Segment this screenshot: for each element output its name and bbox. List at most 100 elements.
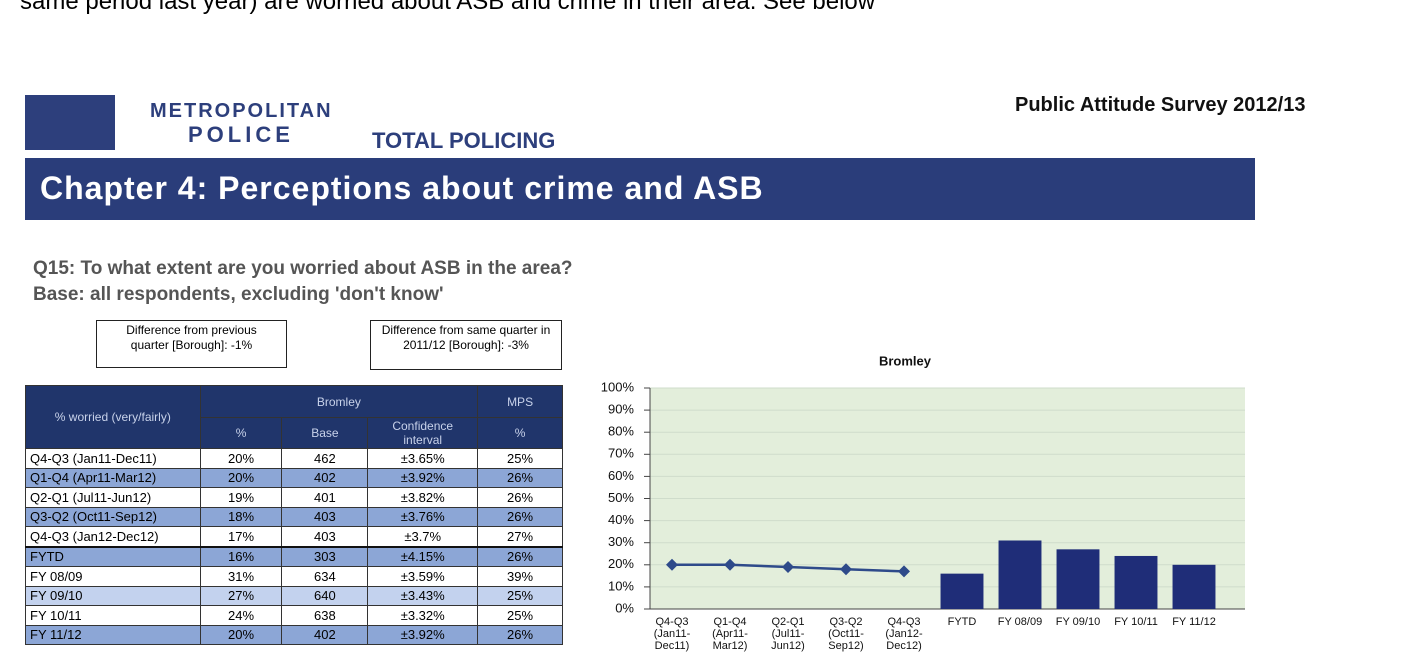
table-cell: ±3.82% — [367, 487, 479, 508]
header-cell: Bromley — [199, 385, 479, 418]
table-cell: Q1-Q4 (Apr11-Mar12) — [25, 467, 201, 488]
table-cell: Q4-Q3 (Jan11-Dec11) — [25, 448, 201, 469]
table-row: Q3-Q2 (Oct11-Sep12) 18% 403 ±3.76% 26% — [25, 506, 563, 527]
table-cell: 26% — [477, 487, 563, 508]
table-cell: ±3.92% — [367, 624, 479, 645]
table-cell: 20% — [199, 448, 283, 469]
y-tick-label: 30% — [608, 534, 634, 549]
table-cell: 24% — [199, 605, 283, 626]
y-tick-label: 90% — [608, 402, 634, 417]
point — [840, 563, 852, 576]
table-cell: 403 — [281, 506, 369, 527]
table-cell: 20% — [199, 624, 283, 645]
table-cell: ±3.76% — [367, 506, 479, 527]
table-cell: FY 10/11 — [25, 605, 201, 626]
table-cell: 26% — [477, 624, 563, 645]
table-cell: 303 — [281, 545, 369, 567]
header-cell: MPS — [477, 385, 563, 418]
logo — [25, 95, 115, 150]
table-cell: FY 08/09 — [25, 566, 201, 587]
x-tick-label: FY 09/10 — [1055, 616, 1101, 628]
point — [666, 558, 678, 571]
table-cell: 638 — [281, 605, 369, 626]
table-cell: 39% — [477, 566, 563, 587]
table-cell: ±3.65% — [367, 448, 479, 469]
y-tick-label: 100% — [601, 379, 635, 394]
table-cell: Q2-Q1 (Jul11-Jun12) — [25, 487, 201, 508]
bar — [1114, 555, 1158, 609]
table-row: FYTD 16% 303 ±4.15% 26% — [25, 545, 563, 567]
x-tick-label: FY 10/11 — [1114, 616, 1158, 628]
table-cell: ±4.15% — [367, 545, 479, 567]
table-cell: ±3.59% — [367, 566, 479, 587]
bar — [1056, 549, 1100, 609]
table-row: FY 09/10 27% 640 ±3.43% 25% — [25, 585, 563, 606]
y-tick-label: 20% — [608, 556, 634, 571]
table-cell: FY 11/12 — [25, 624, 201, 645]
header-cell: % — [199, 417, 283, 449]
bar — [940, 573, 984, 609]
base-note: Base: all respondents, excluding 'don't … — [33, 284, 444, 305]
point — [898, 565, 910, 578]
table-cell: 402 — [281, 467, 369, 488]
table-cell: 634 — [281, 566, 369, 587]
logo-text: POLICE — [188, 122, 294, 147]
table-cell: 25% — [477, 448, 563, 469]
table-cell: 640 — [281, 585, 369, 606]
x-tick-label: Q4-Q3 (Jan11- Dec11) — [653, 616, 691, 652]
x-tick-label: FY 11/12 — [1172, 616, 1216, 628]
question: Q15: To what extent are you worried abou… — [33, 258, 573, 279]
table-row: FY 11/12 20% 402 ±3.92% 26% — [25, 624, 563, 645]
x-tick-label: Q4-Q3 (Jan12- Dec12) — [885, 616, 923, 652]
table-cell: 31% — [199, 566, 283, 587]
table-cell: 403 — [281, 526, 369, 547]
table-cell: 27% — [199, 585, 283, 606]
table-row: FY 08/09 31% 634 ±3.59% 39% — [25, 566, 563, 587]
table-cell: ±3.32% — [367, 605, 479, 626]
table-cell: FYTD — [25, 545, 201, 567]
table-cell: 401 — [281, 487, 369, 508]
x-tick-label: Q2-Q1 (Jul11- Jun12) — [771, 616, 805, 652]
chapter-title: Chapter 4: Perceptions about crime and A… — [40, 170, 764, 206]
point — [724, 558, 736, 571]
table-cell: 26% — [477, 545, 563, 567]
x-tick-label: Q3-Q2 (Oct11- Sep12) — [828, 616, 864, 652]
y-tick-label: 70% — [608, 446, 634, 461]
table-cell: FY 09/10 — [25, 585, 201, 606]
table-cell: 402 — [281, 624, 369, 645]
header-cell: % worried (very/fairly) — [25, 385, 201, 449]
table-cell: 16% — [199, 545, 283, 567]
point — [782, 561, 794, 574]
chart-title: Bromley — [879, 353, 932, 368]
bar — [998, 540, 1042, 609]
table-cell: 18% — [199, 506, 283, 527]
table-cell: 26% — [477, 467, 563, 488]
header-cell: % — [477, 417, 563, 449]
y-tick-label: 80% — [608, 424, 634, 439]
table-cell: 27% — [477, 526, 563, 547]
table-row: Q1-Q4 (Apr11-Mar12) 20% 402 ±3.92% 26% — [25, 467, 563, 488]
banner — [25, 158, 1255, 220]
table-cell: 25% — [477, 585, 563, 606]
y-tick-label: 60% — [608, 468, 634, 483]
table-cell: 462 — [281, 448, 369, 469]
table-cell: ±3.92% — [367, 467, 479, 488]
data-table: % worried (very/fairly) Bromley MPS % Ba… — [25, 385, 563, 645]
y-tick-label: 10% — [608, 578, 634, 593]
table-cell: 17% — [199, 526, 283, 547]
x-tick-label: FY 08/09 — [997, 616, 1043, 628]
table-row: Q4-Q3 (Jan11-Dec11) 20% 462 ±3.65% 25% — [25, 448, 563, 469]
table-cell: Q3-Q2 (Oct11-Sep12) — [25, 506, 201, 527]
header-cell: Base — [281, 417, 369, 449]
bar — [1172, 564, 1216, 609]
y-tick-label: 50% — [608, 490, 634, 505]
table-cell: 20% — [199, 467, 283, 488]
logo-text: METROPOLITAN — [150, 100, 333, 122]
y-tick-label: 40% — [608, 512, 634, 527]
table-row: Q4-Q3 (Jan12-Dec12) 17% 403 ±3.7% 27% — [25, 526, 563, 547]
table-cell: 25% — [477, 605, 563, 626]
header-cell: Confidence interval — [367, 417, 479, 449]
table-row: Q2-Q1 (Jul11-Jun12) 19% 401 ±3.82% 26% — [25, 487, 563, 508]
